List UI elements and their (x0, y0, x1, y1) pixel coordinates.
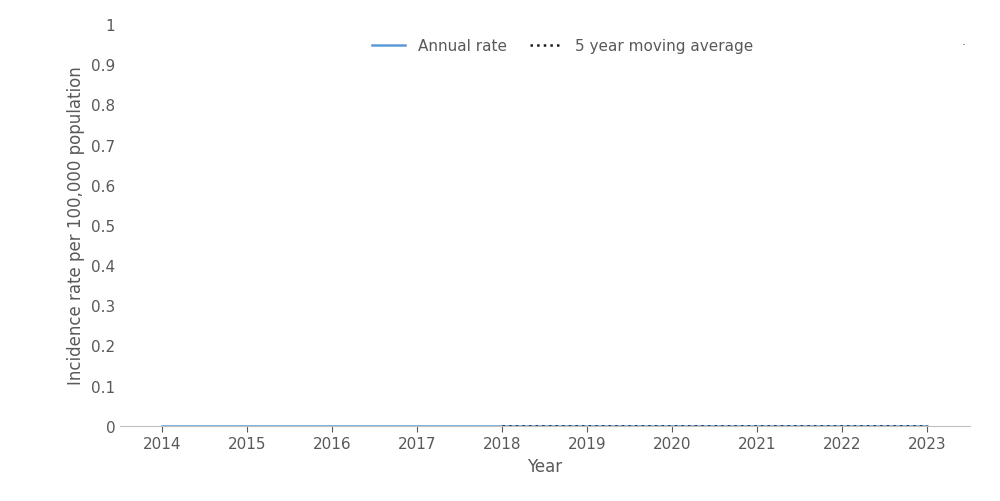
5 year moving average (666, 423, 678, 429)
Annual rate (581, 423, 593, 429)
Legend: Annual rate, 5 year moving average: Annual rate, 5 year moving average (366, 33, 760, 60)
Annual rate (836, 423, 848, 429)
X-axis label: Year: Year (527, 457, 563, 475)
5 year moving average (581, 423, 593, 429)
Y-axis label: Incidence rate per 100,000 population: Incidence rate per 100,000 population (67, 67, 85, 384)
Annual rate (326, 423, 338, 429)
Annual rate (666, 423, 678, 429)
5 year moving average (496, 423, 508, 429)
Annual rate (411, 423, 423, 429)
Annual rate (241, 423, 253, 429)
5 year moving average (836, 423, 848, 429)
Annual rate (496, 423, 508, 429)
5 year moving average (751, 423, 763, 429)
Text: .: . (962, 35, 966, 48)
Annual rate (751, 423, 763, 429)
5 year moving average (921, 423, 933, 429)
Annual rate (921, 423, 933, 429)
Annual rate (156, 423, 168, 429)
